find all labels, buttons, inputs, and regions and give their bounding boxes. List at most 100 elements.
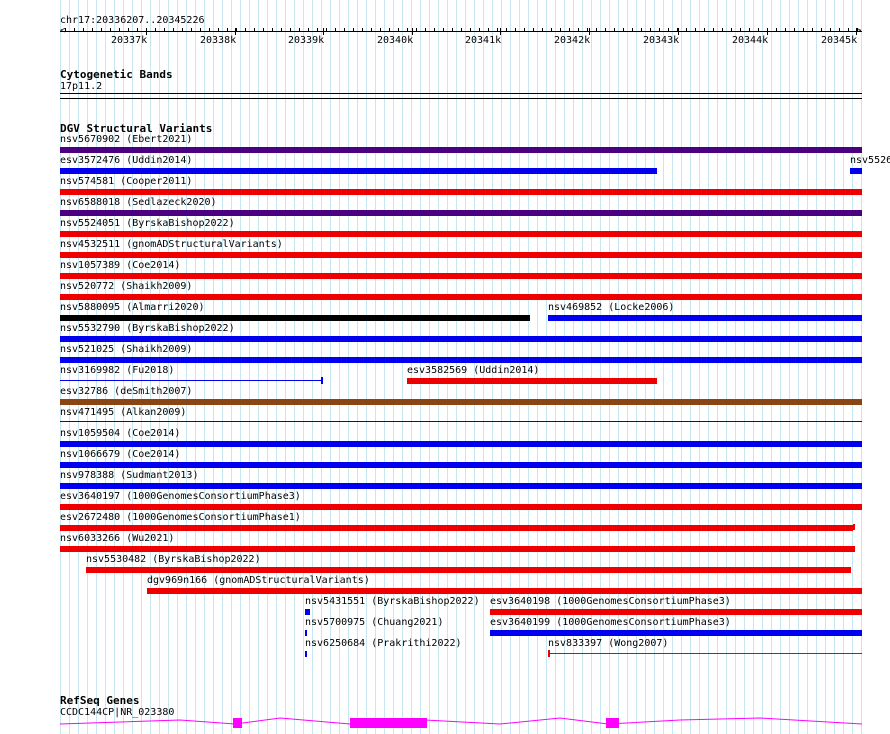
sv-feature-label[interactable]: esv3582569 (Uddin2014) bbox=[407, 365, 540, 376]
sv-feature-bar[interactable] bbox=[60, 147, 862, 153]
grid-line bbox=[753, 0, 754, 734]
sv-feature-label[interactable]: nsv5532790 (ByrskaBishop2022) bbox=[60, 323, 235, 334]
ruler-major-tick bbox=[767, 28, 768, 35]
sv-feature-bar[interactable] bbox=[60, 525, 853, 531]
sv-feature-label[interactable]: esv3640199 (1000GenomesConsortiumPhase3) bbox=[490, 617, 731, 628]
ruler-minor-tick bbox=[74, 28, 75, 32]
sv-feature-bar[interactable] bbox=[60, 252, 862, 258]
refseq-gene-model[interactable] bbox=[60, 714, 862, 730]
sv-feature-label[interactable]: nsv6250684 (Prakrithi2022) bbox=[305, 638, 462, 649]
ruler-minor-tick bbox=[821, 28, 822, 32]
ruler-minor-tick bbox=[704, 28, 705, 32]
sv-feature-label[interactable]: nsv5670902 (Ebert2021) bbox=[60, 134, 193, 145]
sv-feature-bar[interactable] bbox=[60, 189, 862, 195]
refseq-gene-label[interactable]: CCDC144CP|NR_023380 bbox=[60, 707, 175, 718]
grid-line bbox=[258, 0, 259, 734]
sv-feature-label[interactable]: nsv5530482 (ByrskaBishop2022) bbox=[86, 554, 261, 565]
sv-feature-bar[interactable] bbox=[548, 315, 862, 321]
sv-feature-bar[interactable] bbox=[60, 273, 862, 279]
sv-feature-bar[interactable] bbox=[60, 462, 862, 468]
sv-feature-label[interactable]: nsv471495 (Alkan2009) bbox=[60, 407, 187, 418]
sv-feature-label[interactable]: esv3572476 (Uddin2014) bbox=[60, 155, 193, 166]
ruler-minor-tick bbox=[209, 28, 210, 32]
ruler-major-tick bbox=[856, 28, 857, 35]
sv-feature-label[interactable]: nsv5880095 (Almarri2020) bbox=[60, 302, 205, 313]
gene-exon[interactable] bbox=[233, 718, 242, 728]
sv-feature-label[interactable]: nsv6588018 (Sedlazeck2020) bbox=[60, 197, 217, 208]
sv-feature-label[interactable]: nsv520772 (Shaikh2009) bbox=[60, 281, 193, 292]
ruler-major-tick bbox=[146, 28, 147, 35]
ruler-major-tick bbox=[412, 28, 413, 35]
sv-feature-bar[interactable] bbox=[60, 380, 321, 381]
sv-feature-bar[interactable] bbox=[60, 546, 855, 552]
ruler-minor-tick bbox=[191, 28, 192, 32]
grid-line bbox=[177, 0, 178, 734]
sv-feature-bar[interactable] bbox=[60, 231, 862, 237]
sv-feature-label[interactable]: nsv833397 (Wong2007) bbox=[548, 638, 669, 649]
sv-feature-bar[interactable] bbox=[60, 315, 530, 321]
ruler-major-tick bbox=[589, 28, 590, 35]
sv-feature-bar[interactable] bbox=[60, 399, 862, 405]
sv-feature-label[interactable]: nsv574581 (Cooper2011) bbox=[60, 176, 193, 187]
sv-feature-bar[interactable] bbox=[60, 357, 862, 363]
ruler-minor-tick bbox=[227, 28, 228, 32]
scroll-left-arrow-icon[interactable]: < bbox=[60, 26, 66, 36]
ruler-tick-label: 20341k bbox=[465, 35, 502, 46]
sv-feature-label[interactable]: esv3640197 (1000GenomesConsortiumPhase3) bbox=[60, 491, 301, 502]
sv-feature-label[interactable]: nsv3169982 (Fu2018) bbox=[60, 365, 175, 376]
ruler-minor-tick bbox=[479, 28, 480, 32]
sv-feature-label[interactable]: nsv521025 (Shaikh2009) bbox=[60, 344, 193, 355]
sv-feature-bar[interactable] bbox=[60, 441, 862, 447]
sv-feature-label[interactable]: esv3640198 (1000GenomesConsortiumPhase3) bbox=[490, 596, 731, 607]
sv-feature-label[interactable]: nsv978388 (Sudmant2013) bbox=[60, 470, 199, 481]
sv-feature-bar[interactable] bbox=[60, 336, 862, 342]
sv-feature-label[interactable]: nsv5524051 (ByrskaBishop2022) bbox=[60, 218, 235, 229]
sv-feature-label[interactable]: nsv5431551 (ByrskaBishop2022) bbox=[305, 596, 480, 607]
ruler-minor-tick bbox=[290, 28, 291, 32]
ruler-minor-tick bbox=[92, 28, 93, 32]
grid-line bbox=[843, 0, 844, 734]
ruler-minor-tick bbox=[776, 28, 777, 32]
scroll-right-arrow-icon[interactable]: > bbox=[856, 26, 862, 36]
sv-feature-bar[interactable] bbox=[60, 210, 862, 216]
ruler-minor-tick bbox=[542, 28, 543, 32]
sv-feature-bar[interactable] bbox=[60, 421, 862, 422]
sv-feature-label[interactable]: nsv5700975 (Chuang2021) bbox=[305, 617, 444, 628]
sv-feature-bar[interactable] bbox=[147, 588, 862, 594]
sv-feature-bar[interactable] bbox=[305, 651, 307, 657]
sv-feature-label[interactable]: nsv1066679 (Coe2014) bbox=[60, 449, 181, 460]
sv-feature-bar[interactable] bbox=[60, 483, 862, 489]
gene-exon[interactable] bbox=[606, 718, 619, 728]
sv-feature-label[interactable]: esv2672480 (1000GenomesConsortiumPhase1) bbox=[60, 512, 301, 523]
gene-exon[interactable] bbox=[350, 718, 427, 728]
ruler-minor-tick bbox=[461, 28, 462, 32]
ruler-minor-tick bbox=[326, 28, 327, 32]
grid-line bbox=[789, 0, 790, 734]
sv-feature-bar[interactable] bbox=[86, 567, 851, 573]
sv-feature-label[interactable]: nsv469852 (Locke2006) bbox=[548, 302, 675, 313]
sv-feature-bar[interactable] bbox=[305, 630, 307, 636]
sv-feature-bar[interactable] bbox=[850, 168, 862, 174]
sv-feature-bar[interactable] bbox=[548, 653, 862, 654]
ruler-minor-tick bbox=[533, 28, 534, 32]
sv-feature-bar[interactable] bbox=[60, 294, 862, 300]
grid-line bbox=[276, 0, 277, 734]
ruler-minor-tick bbox=[398, 28, 399, 32]
sv-feature-bar[interactable] bbox=[490, 630, 862, 636]
sv-feature-label[interactable]: dgv969n166 (gnomADStructuralVariants) bbox=[147, 575, 370, 586]
sv-feature-bar[interactable] bbox=[407, 378, 657, 384]
sv-feature-label[interactable]: nsv1059504 (Coe2014) bbox=[60, 428, 181, 439]
sv-feature-label[interactable]: nsv4532511 (gnomADStructuralVariants) bbox=[60, 239, 283, 250]
ruler-minor-tick bbox=[452, 28, 453, 32]
sv-feature-label[interactable]: nsv1057389 (Coe2014) bbox=[60, 260, 181, 271]
grid-line bbox=[186, 0, 187, 734]
ruler-minor-tick bbox=[839, 28, 840, 32]
sv-feature-label[interactable]: nsv6033266 (Wu2021) bbox=[60, 533, 175, 544]
ruler-minor-tick bbox=[137, 28, 138, 32]
sv-feature-bar[interactable] bbox=[60, 168, 657, 174]
sv-feature-bar[interactable] bbox=[60, 504, 862, 510]
sv-feature-bar[interactable] bbox=[490, 609, 862, 615]
sv-feature-bar[interactable] bbox=[305, 609, 310, 615]
sv-feature-label[interactable]: esv32786 (deSmith2007) bbox=[60, 386, 193, 397]
sv-feature-label[interactable]: nsv5526 bbox=[850, 155, 890, 166]
